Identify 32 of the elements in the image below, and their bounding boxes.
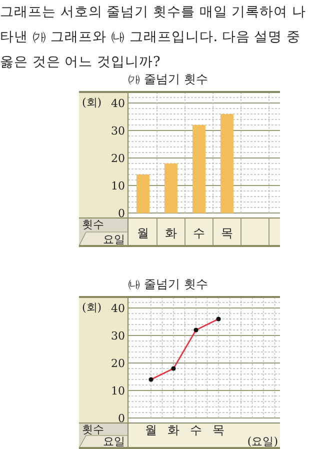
x-tick-label: 화	[168, 423, 180, 437]
x-tick-label: 목	[212, 423, 224, 437]
y-tick-label: 20	[111, 357, 125, 370]
y-axis-title: (회)	[82, 301, 102, 314]
text: (요일)	[247, 435, 278, 448]
x-tick-label: 월	[137, 226, 149, 240]
x-tick-label: 수	[193, 226, 205, 240]
text: 횟수	[82, 423, 104, 436]
y-tick-label: 0	[118, 207, 125, 220]
y-tick-label: 40	[111, 97, 125, 110]
x-axis-title: 요일	[103, 435, 125, 448]
bar	[136, 174, 150, 213]
text: 횟수	[82, 218, 104, 231]
y-tick-label: 0	[118, 412, 125, 425]
y-tick-label: 10	[111, 180, 125, 192]
y-tick-label: 40	[111, 302, 125, 315]
y-tick-label: 10	[111, 384, 125, 398]
y-tick-label: 30	[111, 330, 125, 342]
chart-title: ㈏ 줄넘기 횟수	[128, 277, 208, 291]
y-axis-title: (회)	[82, 96, 102, 109]
x-tick-label: 화	[165, 226, 177, 240]
text: 그래프는 서호의 줄넘기 횟수를 매일 기록하여 나타낸 ㈎ 그래프와 ㈏ 그래프입니다. 다음 설명 중 옳은 것은 어느 것입니까?	[0, 4, 306, 70]
x-tick-label: 월	[145, 423, 157, 437]
y-tick-label: 30	[111, 124, 125, 138]
x-tick-label: 목	[221, 226, 233, 240]
x-tick-label: 수	[190, 423, 202, 437]
bar	[192, 125, 206, 213]
y-tick-label: 20	[111, 152, 125, 165]
bar	[164, 164, 178, 213]
chart-title: ㈎ 줄넘기 횟수	[128, 72, 208, 86]
bar	[220, 114, 234, 213]
x-axis-title: 요일	[103, 233, 125, 246]
